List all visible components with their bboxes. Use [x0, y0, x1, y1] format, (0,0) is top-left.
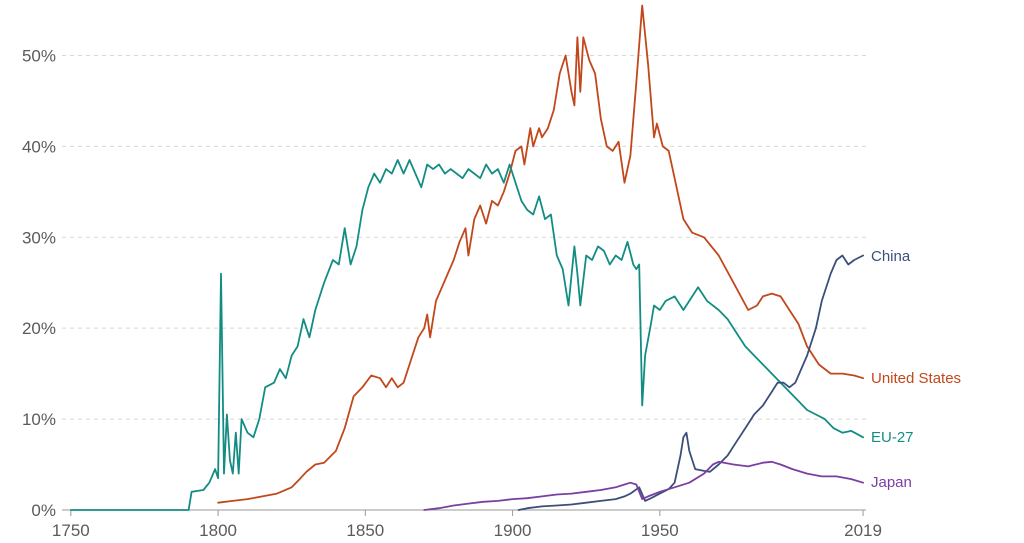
y-tick-label: 40%: [22, 137, 56, 156]
x-tick-label: 1950: [641, 521, 679, 540]
series-label-china: China: [871, 248, 911, 265]
series-line-japan: [423, 460, 864, 511]
series-labels: United States EU-27 China Japan: [871, 248, 961, 491]
y-tick-label: 10%: [22, 410, 56, 429]
x-tick-label: 1800: [199, 521, 237, 540]
series-lines: [69, 4, 864, 511]
axes: 0% 10% 20% 30% 40% 50% 1750 1800 1850 1900 1950 201…: [22, 46, 882, 540]
y-tick-label: 30%: [22, 228, 56, 247]
series-label-eu-27: EU-27: [871, 429, 914, 446]
y-tick-label: 20%: [22, 319, 56, 338]
x-tick-label: 1900: [494, 521, 532, 540]
grid-lines: [62, 54, 866, 420]
x-tick-label: 1850: [346, 521, 384, 540]
y-tick-label: 50%: [22, 46, 56, 65]
y-tick-label: 0%: [31, 501, 56, 520]
x-tick-label: 2019: [844, 521, 882, 540]
x-tick-label: 1750: [52, 521, 90, 540]
series-label-united-states: United States: [871, 370, 961, 387]
series-label-japan: Japan: [871, 474, 912, 491]
series-line-eu-27: [69, 159, 864, 511]
series-line-united-states: [217, 4, 864, 504]
